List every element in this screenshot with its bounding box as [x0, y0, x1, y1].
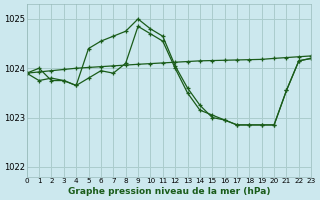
X-axis label: Graphe pression niveau de la mer (hPa): Graphe pression niveau de la mer (hPa): [68, 187, 270, 196]
